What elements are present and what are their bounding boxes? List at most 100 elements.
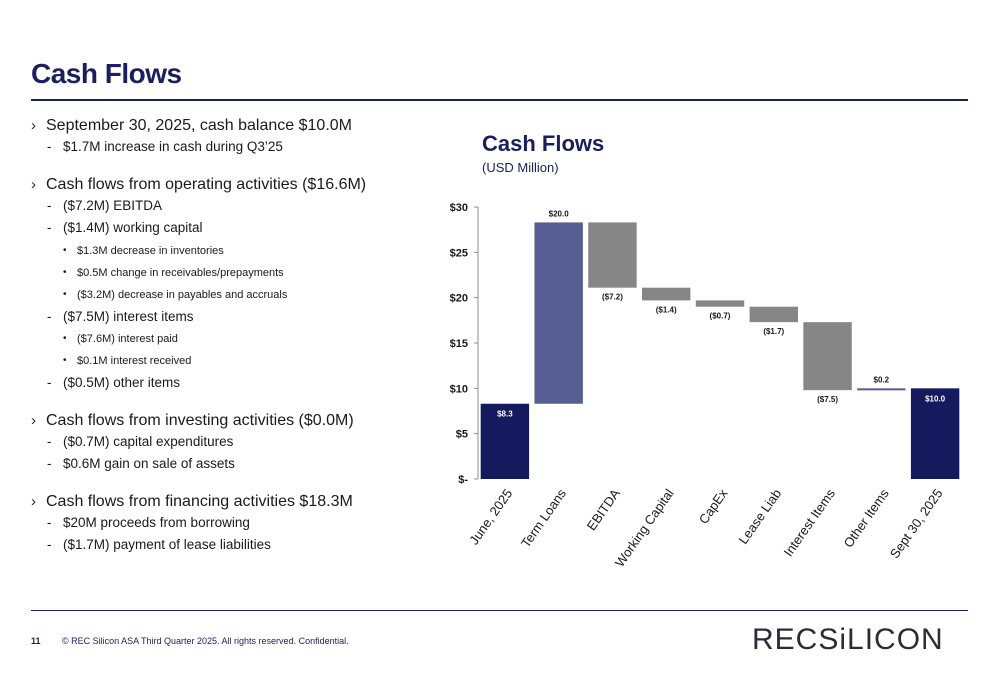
sub-bullet-text: ($0.5M) other items [63, 375, 181, 390]
dash-marker: - [47, 308, 52, 324]
bullet-item: › Cash flows from investing activities ($… [31, 411, 431, 431]
detail-bullet-text: $0.5M change in receivables/prepayments [77, 266, 284, 279]
chevron-icon: › [31, 411, 36, 429]
sub-bullet-item: - ($7.5M) interest items [31, 306, 431, 329]
data-label: ($0.7) [710, 312, 731, 321]
dash-marker: - [47, 220, 52, 235]
title-divider [31, 99, 968, 101]
data-label: ($7.2) [602, 293, 623, 302]
data-label: ($1.4) [656, 305, 677, 314]
dash-marker: - [47, 197, 52, 213]
y-tick-label: $20 [450, 293, 468, 305]
sub-bullet-text: ($7.2M) EBITDA [63, 197, 163, 213]
dash-marker: - [47, 537, 52, 552]
sub-bullet-item: - $0.6M gain on sale of assets [31, 453, 431, 476]
rec-silicon-logo: RECSiLICON [752, 623, 944, 656]
detail-bullet-item: • ($3.2M) decrease in payables and accrua… [31, 284, 431, 306]
sub-bullet-item: - ($1.7M) payment of lease liabilities [31, 534, 431, 557]
y-tick-label: $15 [450, 338, 468, 350]
x-tick-label: Other Items [841, 486, 893, 551]
bar [642, 287, 691, 301]
chevron-icon: › [31, 175, 36, 193]
dot-marker: • [63, 355, 67, 366]
x-tick-label: Sept 30, 2025 [887, 486, 946, 561]
y-tick-label: $- [458, 474, 468, 486]
y-tick-label: $30 [450, 202, 468, 214]
bullet-list: › September 30, 2025, cash balance $10.0M… [31, 116, 431, 557]
dash-marker: - [47, 375, 52, 390]
bullet-text: Cash flows from operating activities ($1… [46, 175, 367, 193]
y-tick-label: $10 [450, 383, 468, 395]
bar [695, 300, 745, 307]
detail-bullet-item: • $0.5M change in receivables/prepayments [31, 262, 431, 284]
bullet-item: › September 30, 2025, cash balance $10.0M [31, 116, 431, 136]
data-label: $10.0 [925, 394, 946, 403]
detail-bullet-text: ($3.2M) decrease in payables and accrual… [77, 288, 288, 301]
sub-bullet-text: ($1.7M) payment of lease liabilities [63, 537, 271, 552]
x-tick-label: EBITDA [584, 486, 623, 533]
sub-bullet-text: $1.7M increase in cash during Q3’25 [63, 139, 283, 154]
sub-bullet-item: - ($0.7M) capital expenditures [31, 431, 431, 454]
detail-bullet-text: ($7.6M) interest paid [77, 333, 178, 345]
bullet-text: Cash flows from investing activities ($0… [46, 411, 354, 429]
bar [803, 322, 852, 391]
chevron-icon: › [31, 117, 36, 134]
x-tick-label: June, 2025 [466, 486, 515, 547]
sub-bullet-text: ($0.7M) capital expenditures [63, 433, 234, 449]
dash-marker: - [47, 139, 52, 154]
y-tick-label: $5 [456, 429, 468, 441]
sub-bullet-item: - ($0.5M) other items [31, 372, 431, 395]
detail-bullet-text: $0.1M interest received [77, 355, 192, 367]
bar [588, 222, 637, 288]
data-label: ($1.7) [763, 327, 784, 336]
data-label: $20.0 [549, 209, 570, 218]
x-tick-label: Interest Items [781, 486, 839, 560]
detail-bullet-item: • $1.3M decrease in inventories [31, 240, 431, 262]
bar [480, 403, 530, 479]
dot-marker: • [63, 266, 67, 278]
dash-marker: - [47, 433, 52, 449]
y-tick-label: $25 [450, 247, 468, 259]
waterfall-chart: $- $5 $10 $15 $20 $25 $30 $8.3 June, 2025 $20.0 Te… [450, 202, 960, 570]
chart-title: Cash Flows [482, 131, 605, 156]
footer-divider [31, 610, 968, 611]
bullet-item: › Cash flows from operating activities ($… [31, 175, 431, 195]
sub-bullet-item: - ($7.2M) EBITDA [31, 195, 431, 218]
dot-marker: • [63, 244, 67, 256]
sub-bullet-item: - $20M proceeds from borrowing [31, 512, 431, 535]
chart-subtitle: (USD Million) [482, 160, 559, 175]
bar [910, 388, 960, 479]
bar [857, 388, 906, 391]
company-logo: RECSiLICON [752, 622, 952, 666]
bar [749, 306, 798, 323]
copyright-notice: © REC Silicon ASA Third Quarter 2025. Al… [62, 636, 349, 646]
dot-marker: • [63, 333, 67, 344]
bullet-text: Cash flows from financing activities $18… [46, 492, 353, 510]
x-tick-label: Lease Liab [735, 486, 784, 547]
page-title: Cash Flows [31, 58, 182, 89]
sub-bullet-text: ($7.5M) interest items [63, 308, 194, 324]
sub-bullet-text: $20M proceeds from borrowing [63, 514, 250, 530]
detail-bullet-item: • $0.1M interest received [31, 350, 431, 372]
sub-bullet-item: - $1.7M increase in cash during Q3’25 [31, 136, 431, 159]
sub-bullet-text: $0.6M gain on sale of assets [63, 456, 235, 471]
sub-bullet-text: ($1.4M) working capital [63, 220, 203, 235]
detail-bullet-text: $1.3M decrease in inventories [77, 244, 224, 257]
svg-text:RECSiLICON: RECSiLICON [752, 623, 944, 656]
chevron-icon: › [31, 492, 36, 510]
x-tick-label: CapEx [696, 486, 731, 527]
sub-bullet-item: - ($1.4M) working capital [31, 217, 431, 240]
bullet-text: September 30, 2025, cash balance $10.0M [46, 117, 352, 134]
x-tick-label: Term Loans [518, 486, 570, 551]
dash-marker: - [47, 456, 52, 471]
bullet-item: › Cash flows from financing activities $1… [31, 492, 431, 512]
data-label: $0.2 [874, 375, 890, 384]
x-tick-label: Working Capital [612, 486, 677, 570]
data-label: $8.3 [497, 410, 513, 419]
bar [534, 222, 583, 404]
dash-marker: - [47, 514, 52, 530]
dot-marker: • [63, 288, 67, 300]
data-label: ($7.5) [817, 395, 838, 404]
page-number: 11 [31, 636, 41, 646]
detail-bullet-item: • ($7.6M) interest paid [31, 328, 431, 350]
